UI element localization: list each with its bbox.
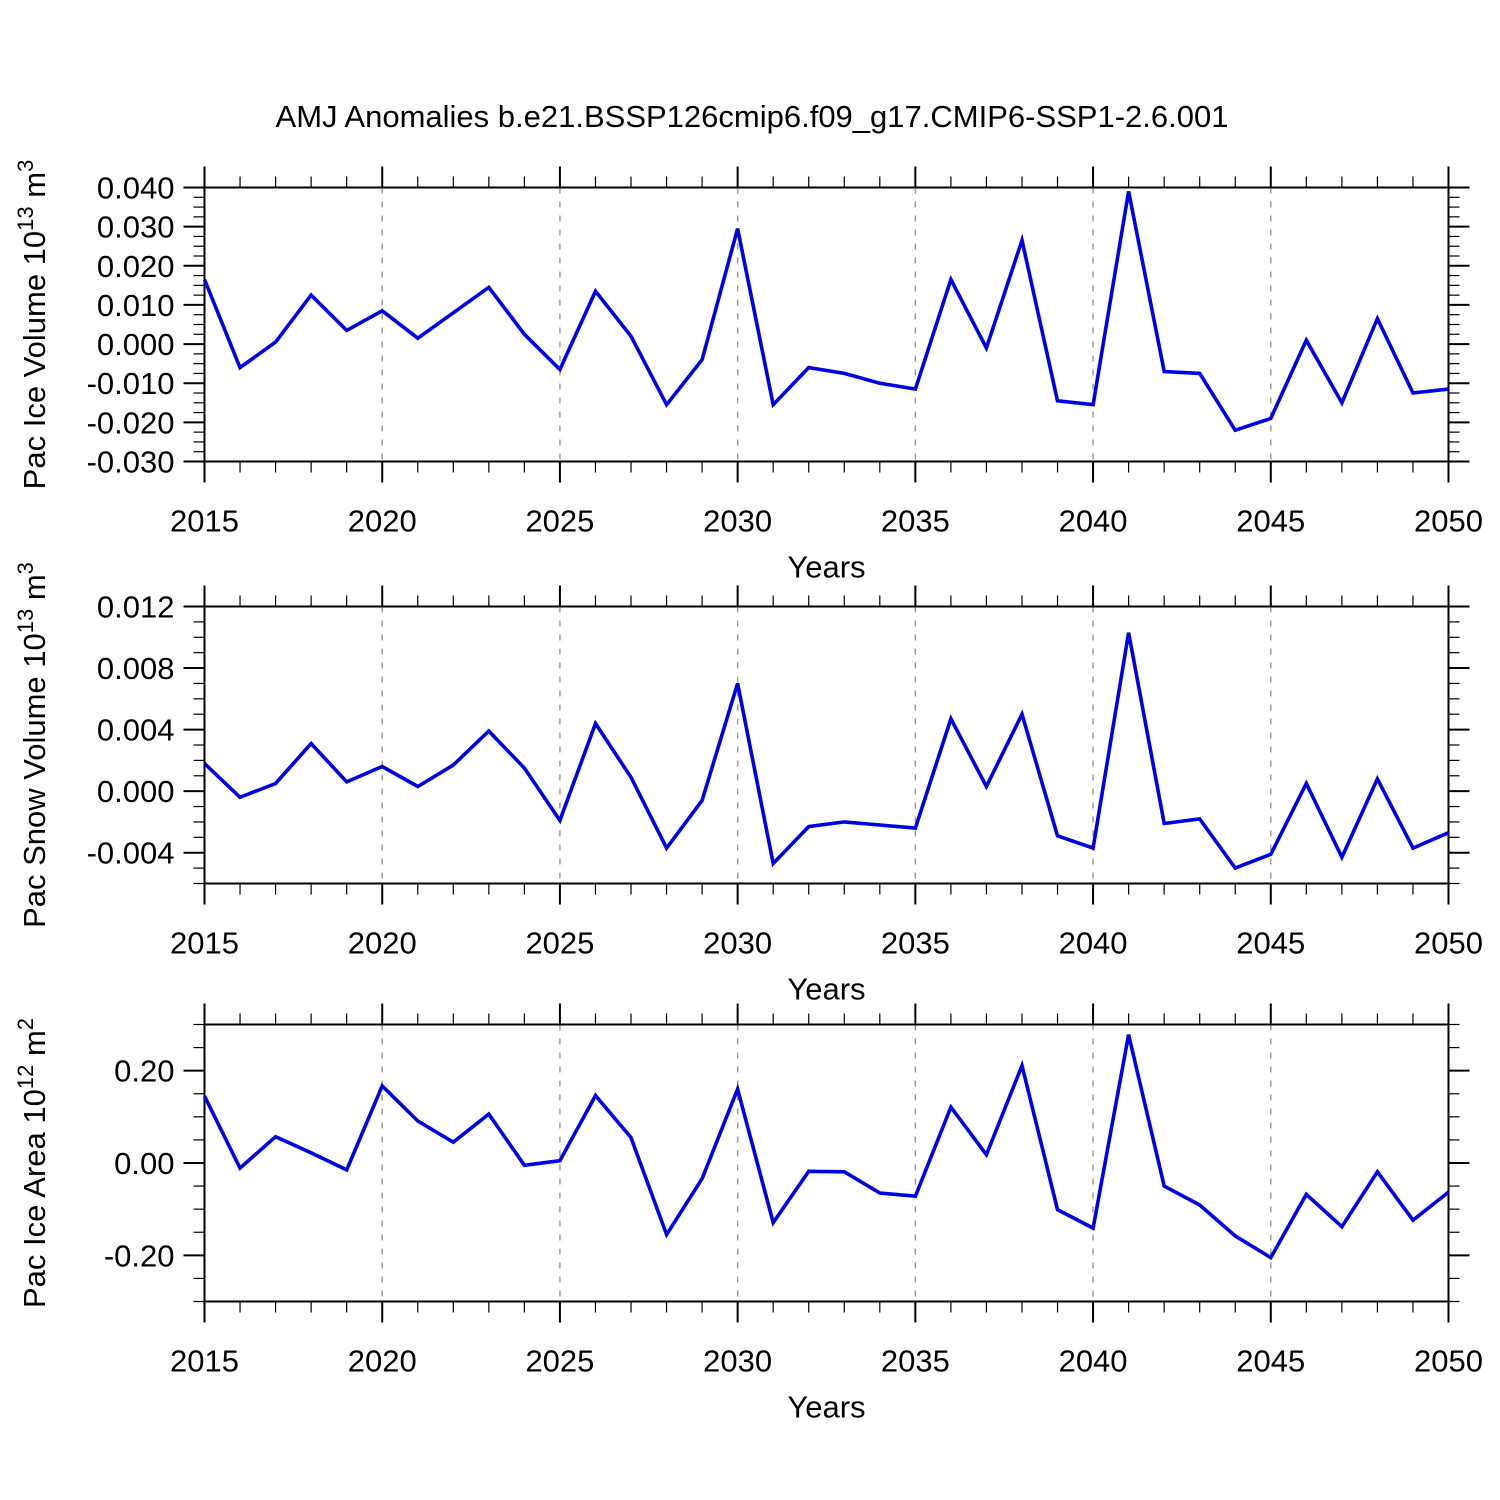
x-tick-label: 2050 (1414, 504, 1483, 539)
x-tick-label: 2045 (1236, 504, 1305, 539)
x-tick-label: 2045 (1236, 926, 1305, 961)
data-line-series (203, 632, 1450, 871)
x-tick-label: 2015 (170, 504, 239, 539)
x-tick-label: 2040 (1059, 926, 1128, 961)
x-tick-label: 2050 (1414, 926, 1483, 961)
x-tick-label: 2050 (1414, 1344, 1483, 1379)
y-tick-label: 0.008 (97, 651, 175, 686)
x-tick-label: 2025 (525, 504, 594, 539)
y-tick-label: -0.010 (87, 366, 175, 401)
chart-panel-1: 0.040 0.030 0.020 0.010 0.000 -0.010 -0.020 -0.… (13, 160, 1483, 585)
x-axis-title: Years (787, 550, 865, 585)
y-tick-label: 0.000 (97, 327, 175, 362)
x-tick-label: 2045 (1236, 1344, 1305, 1379)
y-axis-title: Pac Ice Area 1012 m2 (13, 1018, 52, 1308)
y-tick-label: 0.004 (97, 713, 175, 748)
y-tick-label: 0.010 (97, 288, 175, 323)
y-tick-label: -0.20 (104, 1238, 175, 1273)
y-tick-label: -0.004 (87, 836, 175, 871)
y-tick-label: 0.020 (97, 249, 175, 284)
x-tick-label: 2030 (703, 926, 772, 961)
chart-panel-3: 0.20 0.00 -0.20 2015 2020 2025 2030 2035 2040 204… (13, 1003, 1483, 1425)
y-tick-label: 0.00 (114, 1146, 174, 1181)
x-tick-label: 2035 (881, 926, 950, 961)
y-tick-label: 0.20 (114, 1054, 174, 1089)
x-tick-label: 2030 (703, 504, 772, 539)
charts-root: 0.040 0.030 0.020 0.010 0.000 -0.010 -0.020 -0.… (13, 160, 1483, 1425)
x-axis-title: Years (787, 972, 865, 1007)
x-tick-label: 2015 (170, 926, 239, 961)
x-tick-label: 2035 (881, 1344, 950, 1379)
x-axis-title: Years (787, 1390, 865, 1425)
chart-panel-2: 0.012 0.008 0.004 0.000 -0.004 2015 2020 2025 20… (13, 562, 1483, 1006)
y-tick-label: 0.030 (97, 210, 175, 245)
x-tick-label: 2020 (348, 1344, 417, 1379)
y-axis-title: Pac Ice Volume 1013 m3 (13, 160, 52, 490)
x-tick-label: 2020 (348, 504, 417, 539)
y-tick-label: 0.040 (97, 171, 175, 206)
x-tick-label: 2040 (1059, 504, 1128, 539)
y-tick-label: -0.030 (87, 445, 175, 480)
x-tick-label: 2035 (881, 504, 950, 539)
y-tick-label: 0.012 (97, 590, 175, 625)
data-line-series (202, 191, 1449, 433)
x-tick-label: 2025 (525, 1344, 594, 1379)
y-axis-title: Pac Snow Volume 1013 m3 (13, 562, 52, 928)
plot-border (203, 186, 1450, 463)
x-tick-label: 2040 (1059, 1344, 1128, 1379)
plot-border (203, 1023, 1450, 1303)
x-tick-label: 2015 (170, 1344, 239, 1379)
figure-title: AMJ Anomalies b.e21.BSSP126cmip6.f09_g17… (276, 99, 1229, 134)
plot-border (203, 605, 1450, 885)
data-line-series (202, 1034, 1450, 1261)
x-tick-label: 2025 (525, 926, 594, 961)
y-tick-label: 0.000 (97, 774, 175, 809)
x-tick-label: 2020 (348, 926, 417, 961)
y-tick-label: -0.020 (87, 405, 175, 440)
x-tick-label: 2030 (703, 1344, 772, 1379)
